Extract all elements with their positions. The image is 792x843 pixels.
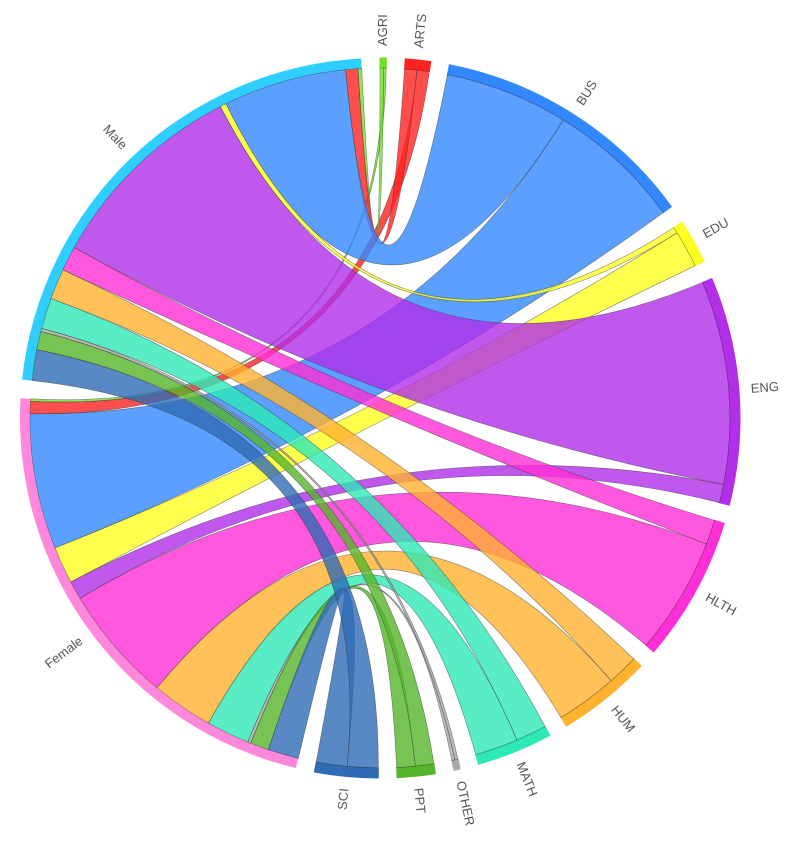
arc-label: EDU — [700, 215, 731, 242]
arc-label: Female — [42, 633, 86, 671]
group-arc — [19, 398, 299, 769]
arc-label: ENG — [750, 379, 779, 396]
arc-label: BUS — [573, 77, 600, 108]
arc-label: HUM — [608, 702, 638, 734]
arc-label: PPT — [411, 787, 428, 814]
arc-label: OTHER — [453, 780, 477, 828]
arc-label: AGRI — [375, 14, 390, 46]
arc-label: ARTS — [411, 13, 430, 49]
arc-label: Male — [100, 121, 130, 152]
chord — [31, 349, 379, 769]
arc-label: MATH — [513, 760, 540, 799]
category-arc — [379, 57, 387, 69]
arc-label: SCI — [335, 788, 352, 811]
arc-label: HLTH — [703, 589, 739, 618]
group-arc — [22, 58, 362, 381]
category-arc — [451, 758, 461, 771]
